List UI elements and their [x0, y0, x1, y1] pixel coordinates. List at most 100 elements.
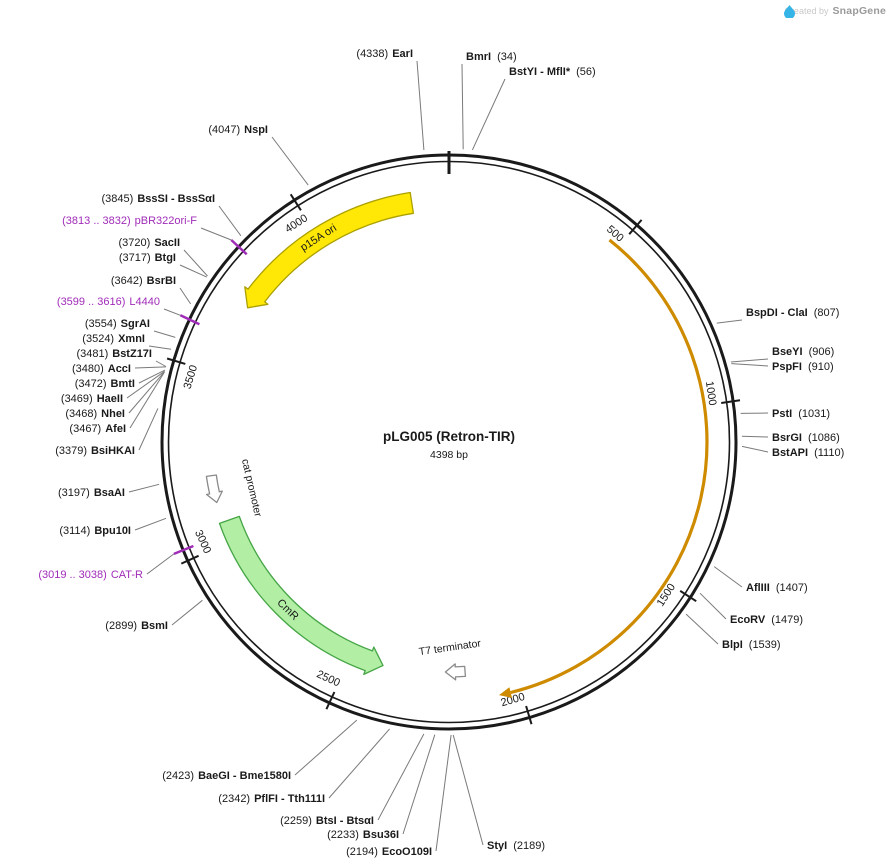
site-psti: PstI (1031) — [740, 408, 830, 420]
site-label-xmni: (3524) XmnI — [82, 333, 145, 345]
site-label-afei: (3467) AfeI — [69, 423, 126, 435]
site-bstyi-mfli: BstYI - MflI* (56) — [471, 66, 596, 151]
site-bsaai: (3197) BsaAI — [58, 483, 160, 499]
site-label-l4440: (3599 .. 3616) L4440 — [57, 296, 160, 308]
site-label-sacii: (3720) SacII — [119, 237, 180, 249]
feature-cat-promoter — [205, 474, 223, 504]
site-bsrgi: BsrGI (1086) — [741, 432, 840, 444]
site-label-btgi: (3717) BtgI — [119, 252, 176, 264]
site-label-blpi: BlpI (1539) — [722, 639, 781, 651]
scale-label-3000: 3000 — [192, 528, 213, 555]
site-pspfi: PspFI (910) — [731, 361, 834, 373]
site-label-bsmi: (2899) BsmI — [105, 620, 168, 632]
leader-line-btsi-bts-i — [377, 733, 425, 821]
leader-line-bsssi-bsss-i — [218, 205, 242, 237]
site-cat-r: (3019 .. 3038) CAT-R — [38, 544, 194, 581]
site-label-bsaai: (3197) BsaAI — [58, 487, 125, 499]
primer-tick-cat-r — [173, 544, 194, 556]
site-label-psti: PstI (1031) — [772, 408, 830, 420]
cmr-arrow — [218, 515, 384, 676]
leader-line-nspi — [271, 136, 309, 186]
primer-tick-l4440 — [179, 314, 200, 326]
site-label-pflfi-tth111i: (2342) PflFI - Tth111I — [218, 793, 325, 805]
site-ecorv: EcoRV (1479) — [699, 592, 803, 626]
leader-line-acci — [134, 366, 166, 369]
scale-label-4000: 4000 — [283, 212, 310, 235]
site-bseyi: BseYI (906) — [730, 346, 834, 363]
scale-tick-500 — [628, 219, 643, 235]
leader-line-btgi — [179, 264, 208, 278]
cat-promoter-arrow — [205, 474, 223, 504]
leader-line-bstyi-mfli — [471, 78, 506, 151]
site-bmri: BmrI (34) — [461, 51, 517, 150]
leader-line-blpi — [685, 613, 719, 645]
site-label-sgrai: (3554) SgrAI — [85, 318, 150, 330]
feature-p15a-ori — [244, 191, 415, 309]
site-label-eari: (4338) EarI — [356, 48, 413, 60]
site-label-nhei: (3468) NheI — [65, 408, 125, 420]
scale-label-3500: 3500 — [182, 364, 200, 391]
leader-line-bmri — [461, 63, 464, 150]
site-label-bstz17i: (3481) BstZ17I — [76, 348, 152, 360]
leader-line-pspfi — [731, 363, 769, 367]
leader-line-bpu10i — [134, 517, 167, 531]
site-label-nspi: (4047) NspI — [208, 124, 268, 136]
scale-tick-1000 — [721, 399, 741, 404]
leader-line-bspdi-clai — [716, 319, 743, 324]
leader-line-bmti — [138, 369, 166, 384]
leader-line-haeii — [126, 370, 165, 399]
site-bsihkai: (3379) BsiHKAI — [55, 408, 159, 457]
site-bspdi-clai: BspDI - ClaI (807) — [716, 307, 839, 324]
site-btsi-bts-i: (2259) BtsI - BtsαI — [280, 733, 425, 827]
primer-tick-pbr322ori-f — [230, 239, 248, 256]
site-label-ecoo109i: (2194) EcoO109I — [346, 846, 432, 858]
scale-tick-2000 — [525, 705, 533, 725]
site-label-bsu36i: (2233) Bsu36I — [327, 829, 399, 841]
leader-line-sgrai — [153, 330, 176, 338]
retron-cassette-arc — [510, 238, 709, 695]
site-sacii: (3720) SacII — [119, 237, 208, 277]
feature-label-cat-promoter: cat promoter — [239, 458, 264, 519]
site-l4440: (3599 .. 3616) L4440 — [57, 296, 200, 326]
leader-line-bstz17i — [155, 360, 167, 367]
site-nspi: (4047) NspI — [208, 124, 309, 186]
snapgene-watermark: Created by SnapGene — [784, 5, 886, 18]
leader-line-bsihkai — [138, 408, 159, 451]
site-styi: StyI (2189) — [452, 734, 545, 852]
site-bsmi: (2899) BsmI — [105, 599, 203, 632]
site-bstz17i: (3481) BstZ17I — [76, 348, 167, 367]
leader-line-l4440 — [163, 308, 181, 316]
scale-tick-4000 — [289, 193, 302, 211]
site-blpi: BlpI (1539) — [685, 613, 781, 651]
leader-line-pflfi-tth111i — [328, 728, 390, 799]
site-label-btsi-bts-i: (2259) BtsI - BtsαI — [280, 815, 374, 827]
snapgene-brand-text: SnapGene — [832, 5, 886, 17]
leader-line-pbr322ori-f — [200, 227, 232, 241]
site-label-bstyi-mfli: BstYI - MflI* (56) — [509, 66, 596, 78]
site-label-bmri: BmrI (34) — [466, 51, 517, 63]
plasmid-length: 4398 bp — [430, 449, 468, 461]
leader-line-bseyi — [730, 358, 769, 363]
site-label-bsrbi: (3642) BsrBI — [111, 275, 176, 287]
site-xmni: (3524) XmnI — [82, 333, 172, 350]
site-ecoo109i: (2194) EcoO109I — [346, 734, 452, 858]
leader-line-bsrbi — [179, 287, 192, 305]
leader-line-baegi-bme1580i — [294, 719, 358, 776]
site-nhei: (3468) NheI — [65, 371, 165, 420]
site-label-bsihkai: (3379) BsiHKAI — [55, 445, 135, 457]
site-bstapi: BstAPI (1110) — [741, 445, 844, 459]
site-label-bsssi-bsss-i: (3845) BssSI - BssSαI — [102, 193, 215, 205]
site-bpu10i: (3114) Bpu10I — [59, 517, 167, 537]
site-label-cat-r: (3019 .. 3038) CAT-R — [38, 569, 143, 581]
snapgene-logo-icon — [784, 5, 796, 18]
site-label-bspdi-clai: BspDI - ClaI (807) — [746, 307, 839, 319]
created-by-text: Created by — [784, 6, 829, 16]
leader-line-xmni — [148, 345, 172, 350]
site-label-bsrgi: BsrGI (1086) — [772, 432, 840, 444]
site-bsu36i: (2233) Bsu36I — [327, 734, 436, 841]
site-pflfi-tth111i: (2342) PflFI - Tth111I — [218, 728, 390, 805]
feature-retron-cassette — [499, 238, 709, 698]
leader-line-bsrgi — [741, 435, 769, 438]
leader-line-bstapi — [741, 445, 769, 453]
